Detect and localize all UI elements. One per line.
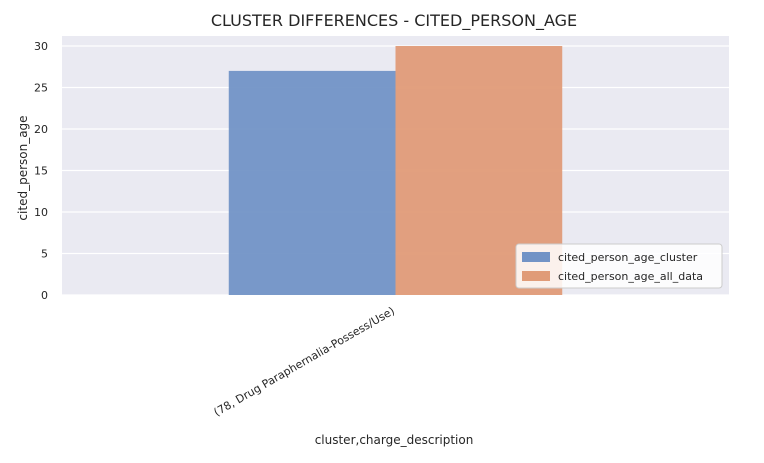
y-tick-label: 15 [34, 165, 48, 178]
x-tick-labels: (78, Drug Paraphernalia-Possess/Use) [212, 304, 397, 419]
y-tick-label: 30 [34, 40, 48, 53]
y-tick-labels: 0 5 10 15 20 25 30 [34, 40, 48, 302]
chart-title: CLUSTER DIFFERENCES - CITED_PERSON_AGE [211, 11, 577, 31]
y-tick-label: 5 [41, 248, 48, 261]
legend-box [515, 243, 723, 289]
y-tick-label: 0 [41, 289, 48, 302]
y-axis-label: cited_person_age [16, 115, 30, 220]
x-axis-label: cluster,charge_description [315, 433, 474, 447]
legend-label: cited_person_age_cluster [558, 251, 698, 264]
legend-label: cited_person_age_all_data [558, 270, 703, 283]
bar-cited-person-age-cluster[interactable] [228, 70, 396, 296]
y-tick-label: 20 [34, 123, 48, 136]
y-tick-label: 10 [34, 206, 48, 219]
x-tick-label: (78, Drug Paraphernalia-Possess/Use) [212, 304, 397, 419]
legend-swatch [522, 252, 550, 262]
bars [228, 46, 563, 296]
legend: cited_person_age_cluster cited_person_age… [515, 243, 723, 289]
y-tick-label: 25 [34, 82, 48, 95]
legend-swatch [522, 271, 550, 281]
